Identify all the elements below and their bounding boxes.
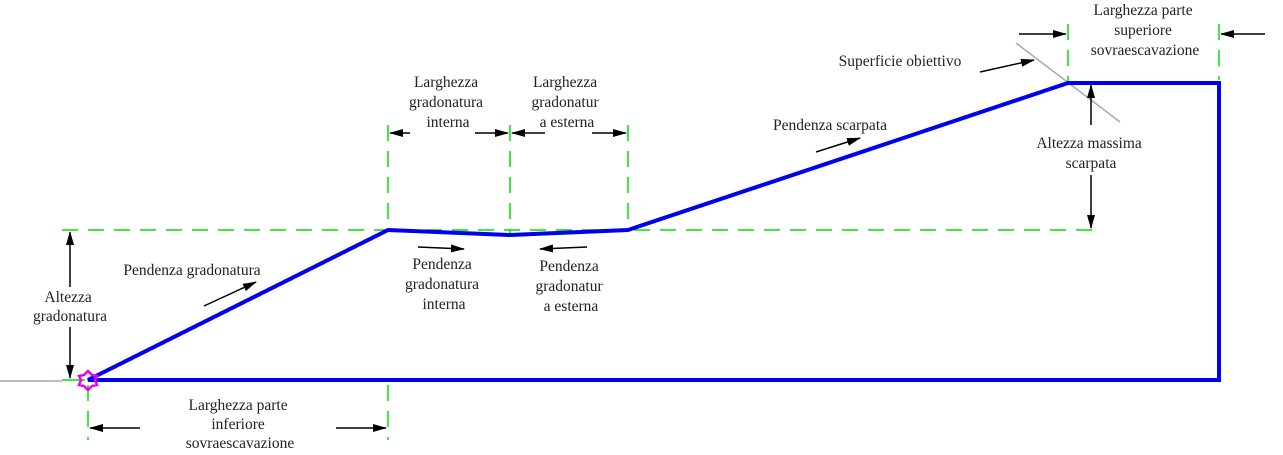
- label-outer-bench-width: Larghezza gradonatur a esterna: [531, 74, 602, 131]
- label-top-overexcavation-width: Larghezza parte superiore sovraescavazio…: [1091, 2, 1200, 59]
- excavation-profile: [87, 81, 1221, 382]
- origin-marker-icon: [77, 369, 99, 392]
- label-bottom-overexcavation-width: Larghezza parte inferiore sovraescavazio…: [186, 397, 295, 452]
- label-cut-slope: Pendenza scarpata: [773, 117, 887, 134]
- label-bench-slope: Pendenza gradonatura: [123, 262, 260, 279]
- label-target-surface: Superficie obiettivo: [839, 53, 962, 70]
- label-inner-bench-width: Larghezza gradonatura interna: [409, 74, 487, 131]
- label-bench-height: Altezza gradonatura: [33, 289, 107, 325]
- dimension-arrows: [66, 30, 1265, 432]
- label-outer-bench-slope: Pendenza gradonatur a esterna: [535, 258, 606, 315]
- label-max-cut-height: Altezza massima scarpata: [1036, 135, 1145, 172]
- construction-lines: [62, 24, 1220, 440]
- label-inner-bench-slope: Pendenza gradonatura interna: [405, 256, 483, 313]
